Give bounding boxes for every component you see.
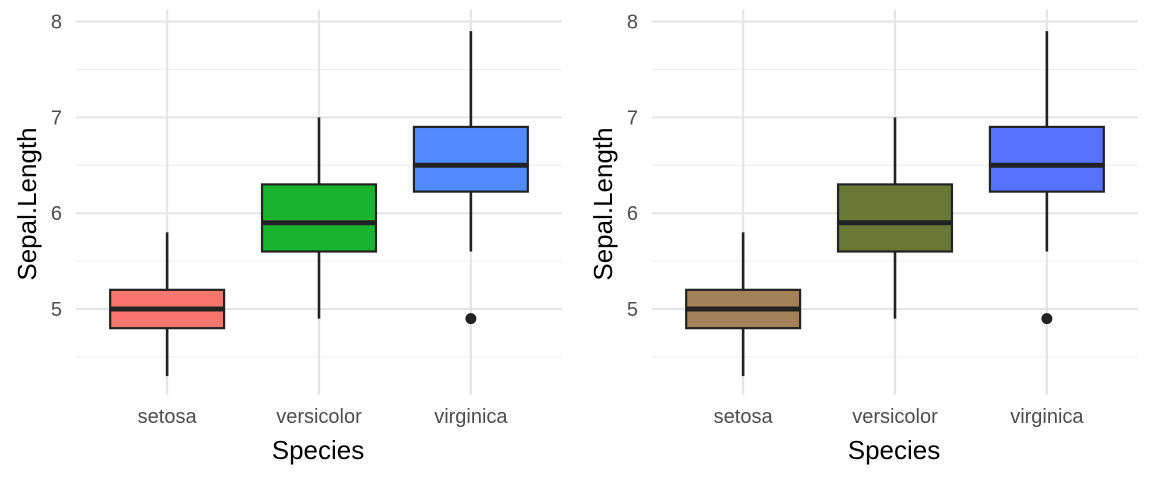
y-tick-label: 6 [627, 203, 638, 225]
x-tick-label: setosa [714, 406, 774, 428]
y-tick-label: 5 [51, 299, 62, 321]
y-axis-title: Sepal.Length [588, 127, 618, 280]
y-tick-label: 8 [51, 12, 62, 34]
y-tick-label: 7 [627, 107, 638, 129]
y-tick-label: 7 [51, 107, 62, 129]
x-tick-label: setosa [138, 406, 198, 428]
outlier-point [465, 313, 477, 325]
y-axis-title: Sepal.Length [12, 127, 42, 280]
y-tick-label: 8 [627, 12, 638, 34]
x-tick-label: versicolor [276, 406, 362, 428]
iqr-box [836, 183, 954, 253]
x-tick-label: virginica [434, 406, 508, 428]
y-tick-label: 6 [51, 203, 62, 225]
box-versicolor [260, 117, 378, 319]
iqr-box [260, 183, 378, 253]
iqr-box [412, 125, 529, 193]
x-tick-label: versicolor [852, 406, 938, 428]
iqr-box [988, 125, 1105, 193]
right-boxplot-panel: Sepal.Length Species 5 6 7 8 setosa versicolo… [588, 10, 1138, 465]
y-tick-label: 5 [627, 299, 638, 321]
x-axis-title: Species [848, 435, 941, 465]
box-setosa [109, 232, 226, 377]
left-boxplot-panel: Sepal.Length Species 5 6 7 8 setosa versicolo… [12, 10, 562, 465]
box-virginica [988, 31, 1105, 325]
box-setosa [685, 232, 802, 377]
x-axis-title: Species [272, 435, 365, 465]
box-versicolor [836, 117, 954, 319]
outlier-point [1041, 313, 1053, 325]
box-virginica [412, 31, 529, 325]
x-tick-label: virginica [1010, 406, 1084, 428]
